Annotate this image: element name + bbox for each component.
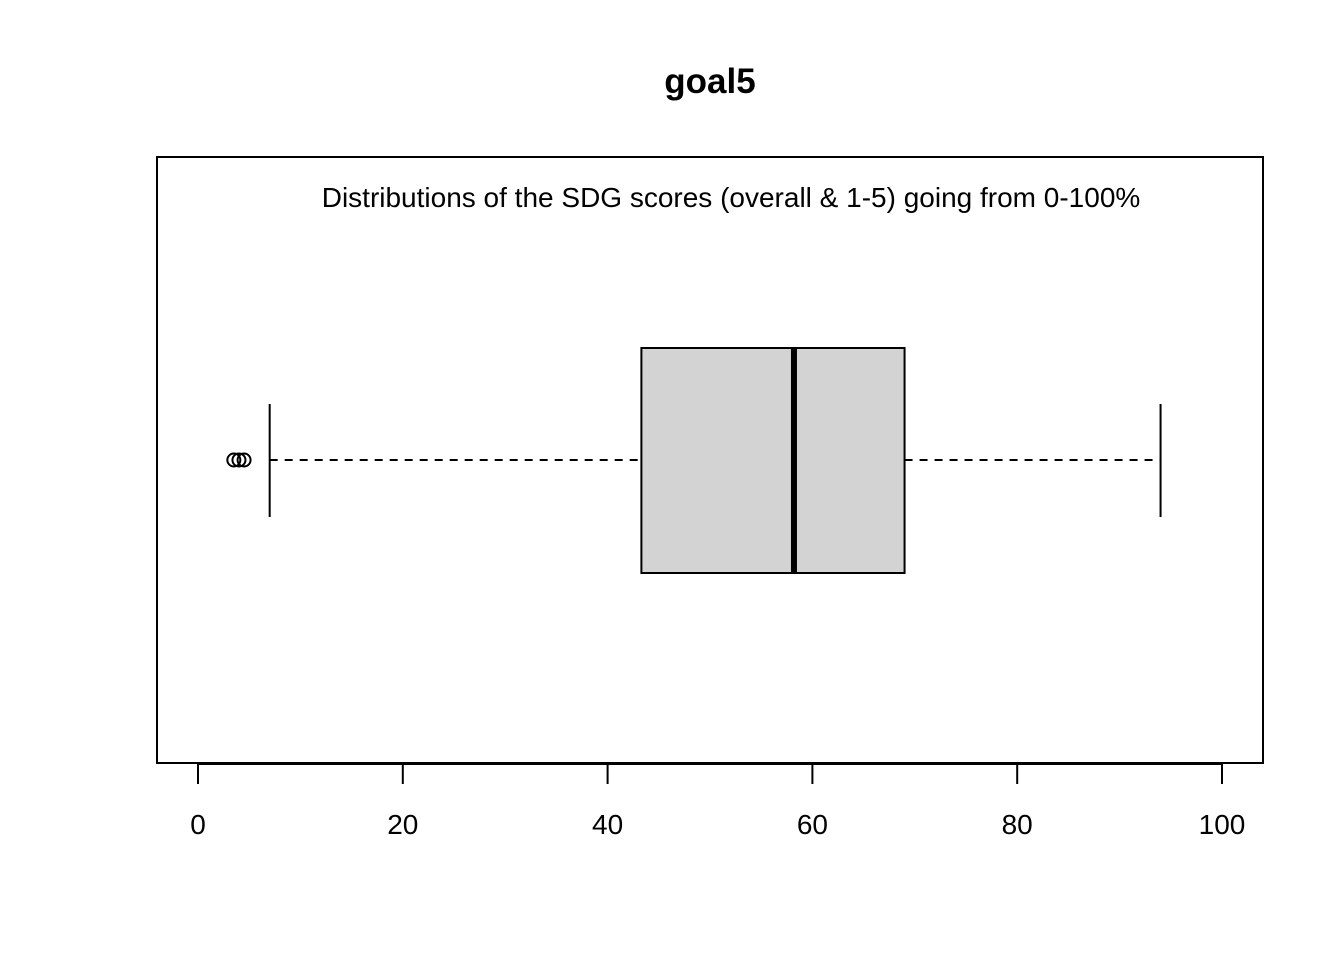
x-tick-label: 60 [797, 809, 828, 840]
outlier-point [236, 452, 252, 468]
x-axis: 0 20 40 60 80 100 [190, 763, 1246, 840]
chart-title: goal5 [664, 62, 755, 101]
outlier-point [226, 452, 242, 468]
x-tick-label: 80 [1002, 809, 1033, 840]
iqr-box [640, 347, 906, 574]
x-tick-label: 40 [592, 809, 623, 840]
x-tick-label: 20 [387, 809, 418, 840]
outlier-point [231, 452, 247, 468]
x-tick-label: 0 [190, 809, 206, 840]
x-tick-label: 100 [1199, 809, 1246, 840]
box-plot-group [268, 347, 1162, 574]
outlier-group [226, 452, 252, 468]
chart-subtitle: Distributions of the SDG scores (overall… [322, 182, 1141, 213]
